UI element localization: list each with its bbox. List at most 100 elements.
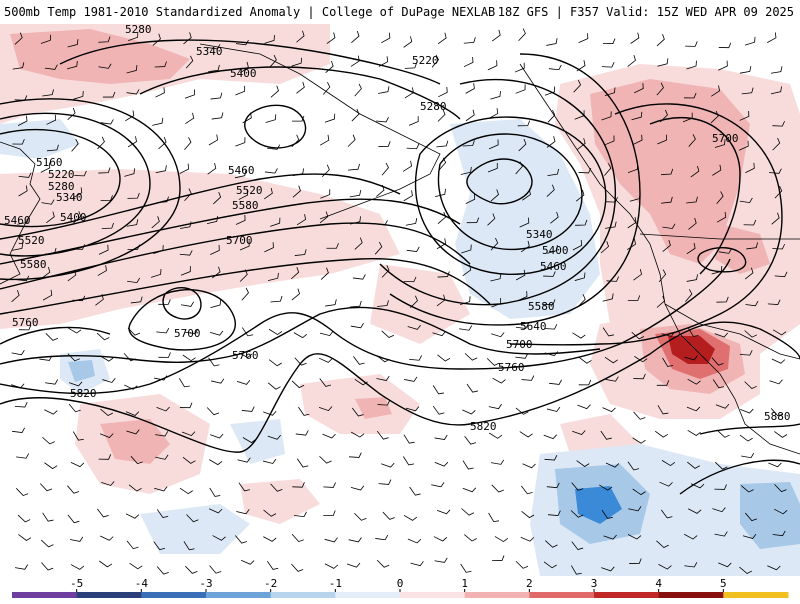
wind-barb	[710, 110, 719, 124]
wind-barb	[14, 32, 23, 45]
wind-barb	[182, 354, 196, 362]
wind-barb	[377, 400, 391, 406]
wind-barb	[235, 85, 246, 96]
wind-barb	[466, 383, 479, 393]
wind-barb	[463, 56, 474, 68]
wind-barb	[687, 508, 702, 514]
wind-barb	[241, 287, 249, 301]
wind-barb	[376, 116, 389, 123]
wind-barb	[544, 455, 558, 461]
height-contour	[697, 247, 747, 273]
wind-barb	[462, 264, 472, 277]
wind-barb	[150, 268, 162, 278]
wind-barb	[522, 189, 531, 201]
wind-barb	[690, 165, 700, 178]
wind-barb	[296, 458, 309, 468]
wind-barb	[684, 562, 698, 568]
wind-barb	[349, 189, 362, 198]
wind-barb	[656, 380, 670, 386]
wind-barb	[12, 427, 25, 433]
wind-barb	[437, 354, 451, 362]
wind-barb	[42, 436, 55, 445]
wind-barb	[573, 79, 582, 93]
wind-barb	[97, 508, 109, 518]
wind-barb	[716, 211, 727, 223]
wind-barb	[494, 536, 509, 543]
wind-barb	[126, 540, 139, 550]
wind-barb	[629, 193, 641, 202]
wind-barb	[404, 62, 417, 69]
wind-barb	[180, 301, 195, 307]
wind-barb	[18, 534, 32, 541]
wind-barb	[578, 356, 592, 364]
contour-label: 5700	[712, 132, 739, 145]
wind-barb	[318, 406, 333, 412]
wind-barb	[661, 460, 676, 467]
north-america-coastline	[519, 63, 800, 455]
wind-barb	[741, 87, 754, 95]
wind-barb	[515, 353, 529, 359]
contour-label: 5220	[412, 54, 439, 67]
wind-barb	[126, 89, 140, 95]
wind-barb	[156, 509, 169, 519]
wind-barb	[239, 240, 250, 251]
wind-barb	[767, 299, 781, 305]
colorbar-swatch	[335, 592, 401, 598]
contour-label: 5400	[60, 211, 87, 224]
wind-barb	[656, 540, 669, 548]
wind-barb	[600, 430, 612, 440]
wind-barb	[766, 32, 777, 43]
wind-barb	[18, 185, 28, 197]
wind-barb	[461, 508, 475, 516]
wind-barb	[210, 299, 222, 308]
wind-barb	[743, 219, 757, 226]
wind-barb	[657, 134, 667, 145]
wind-barb	[634, 83, 644, 94]
wind-barb	[354, 83, 362, 97]
wind-barb	[769, 379, 783, 385]
wind-barb	[578, 167, 592, 174]
wind-barb	[323, 482, 336, 488]
wind-barb	[67, 353, 80, 362]
wind-barb	[324, 537, 338, 543]
wind-barb	[41, 539, 54, 548]
wind-barb	[718, 248, 732, 254]
wind-barb	[408, 116, 419, 126]
wind-barb	[518, 28, 526, 41]
wind-barb	[354, 378, 368, 386]
wind-barb	[155, 87, 165, 98]
wind-barb	[490, 189, 499, 202]
weather-map: 5280 5340 5400 5220 5280 5160 5220 5280 …	[0, 24, 800, 576]
wind-barb	[208, 508, 223, 514]
wind-barb	[491, 332, 505, 338]
wind-barb	[321, 164, 330, 178]
wind-barb	[768, 168, 782, 174]
wind-barb	[269, 54, 277, 68]
wind-barb	[234, 535, 247, 544]
wind-barb	[714, 461, 728, 470]
wind-barb	[548, 64, 562, 71]
header-bar: 500mb Temp 1981-2010 Standardized Anomal…	[0, 0, 800, 24]
wind-barb	[382, 511, 395, 520]
wind-barb	[768, 462, 782, 468]
wind-barb	[267, 144, 281, 150]
colorbar-tick-label: -1	[329, 577, 342, 590]
wind-barb	[323, 510, 336, 516]
wind-barb	[346, 562, 361, 568]
wind-barb	[126, 429, 140, 435]
wind-barb	[688, 134, 696, 147]
wind-barb	[632, 134, 643, 145]
wind-barb	[14, 402, 28, 408]
wind-barb	[236, 379, 251, 385]
warm-anomaly-region	[590, 79, 750, 264]
wind-barb	[492, 377, 506, 384]
wind-barb	[270, 295, 283, 303]
colorbar-swatch	[594, 592, 660, 598]
wind-barb	[633, 411, 646, 420]
wind-barb	[772, 121, 785, 127]
wind-barb	[515, 323, 529, 329]
wind-barb	[714, 484, 727, 490]
wind-barb	[124, 168, 135, 177]
wind-barb	[746, 242, 758, 250]
wind-barb	[772, 530, 786, 537]
